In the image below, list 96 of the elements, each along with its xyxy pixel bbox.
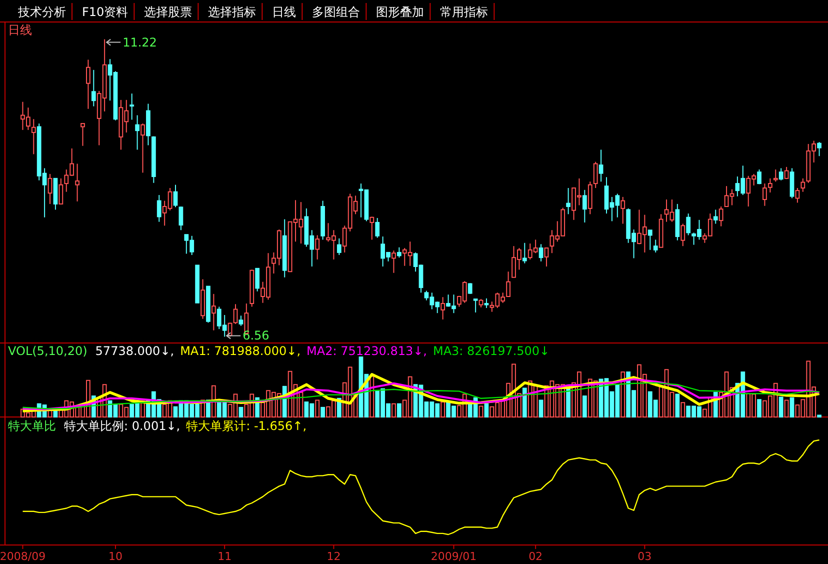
bar: [538, 400, 544, 418]
bar: [566, 387, 570, 418]
bar: [778, 396, 784, 418]
candlestick: [648, 230, 652, 250]
candlestick: [778, 168, 784, 181]
candlestick: [156, 194, 162, 222]
candlestick: [544, 247, 549, 267]
text: 特大单累计: -1.656↑,: [186, 419, 307, 433]
candlestick: [817, 142, 822, 157]
candlestick: [713, 209, 718, 224]
candlestick: [48, 173, 52, 204]
candlestick: [538, 244, 544, 262]
candlestick: [784, 166, 789, 180]
candlestick: [75, 163, 80, 202]
candlestick: [593, 161, 598, 188]
candlestick: [233, 304, 238, 324]
x-tick-label: 02: [528, 550, 543, 563]
bar: [620, 372, 626, 418]
text: F10资料: [82, 5, 128, 19]
candlestick: [522, 242, 527, 264]
text: MA1: 781988.000↓,: [180, 344, 301, 358]
x-tick-label: 03: [638, 550, 652, 563]
candlestick: [598, 149, 604, 182]
text: 选择指标: [208, 5, 256, 19]
candlestick: [588, 181, 592, 215]
candlestick: [58, 178, 64, 204]
candlestick: [336, 238, 342, 256]
x-tick-label: 11: [218, 550, 232, 563]
candlestick: [392, 250, 396, 274]
candlestick: [211, 293, 216, 331]
bar: [440, 402, 446, 418]
candlestick: [140, 123, 145, 174]
bar: [522, 388, 527, 418]
chart-title: VOL(5,10,20): [8, 344, 88, 358]
candlestick: [795, 188, 800, 204]
annotation: 11.22: [122, 35, 157, 50]
candlestick: [686, 213, 691, 236]
annotation: 6.56: [242, 328, 270, 343]
candlestick: [80, 123, 85, 146]
candlestick: [680, 223, 686, 247]
bar: [140, 402, 145, 418]
bar: [320, 406, 325, 418]
candlestick: [620, 196, 626, 224]
candlestick: [238, 315, 244, 326]
candlestick: [773, 168, 778, 182]
candlestick: [173, 184, 178, 208]
text: MA2: 751230.813↓,: [306, 344, 427, 358]
bar: [680, 402, 686, 418]
bar: [478, 406, 484, 418]
annotation: 57738.000↓,: [95, 344, 174, 358]
bar: [484, 403, 489, 418]
candlestick: [375, 217, 380, 238]
x-tick-label: 2009/01: [430, 550, 477, 563]
candlestick: [473, 298, 478, 313]
text: 技术分析: [17, 5, 66, 19]
bar: [757, 399, 762, 418]
x-tick-label: 10: [108, 550, 122, 563]
candlestick: [566, 188, 570, 215]
candlestick: [315, 234, 320, 260]
chart-title: 特大单比: [8, 419, 56, 433]
bar: [392, 403, 396, 418]
text: 特大单比例: 0.001↓,: [64, 419, 180, 433]
text: 选择股票: [144, 5, 192, 19]
candlestick: [370, 216, 374, 240]
bar: [582, 396, 587, 418]
bar: [396, 403, 402, 418]
text: MA3: 826197.500↓: [432, 344, 550, 358]
candlestick: [255, 268, 260, 292]
bar: [790, 397, 794, 418]
candlestick: [468, 282, 472, 294]
candlestick: [130, 93, 134, 120]
bar: [238, 406, 244, 418]
bar: [211, 385, 216, 418]
candlestick: [757, 168, 762, 185]
text: 图形叠加: [376, 5, 424, 19]
bar: [784, 400, 789, 418]
candlestick: [31, 118, 36, 155]
text: 多图组合: [312, 5, 360, 19]
bar: [675, 394, 680, 418]
text: 日线: [272, 5, 296, 19]
candlestick: [86, 59, 90, 110]
candlestick: [440, 296, 446, 320]
candlestick: [396, 246, 402, 258]
candlestick: [800, 178, 806, 192]
candlestick: [582, 189, 587, 223]
candlestick: [135, 114, 140, 150]
candlestick: [178, 206, 184, 231]
bar: [315, 400, 320, 418]
candlestick: [718, 206, 724, 227]
candlestick: [653, 239, 658, 253]
x-tick-label: 2008/09: [0, 550, 46, 563]
chart-title: 日线: [8, 23, 32, 37]
candlestick: [484, 298, 489, 308]
x-tick-label: 12: [326, 550, 341, 563]
candlestick: [91, 69, 96, 107]
text: 常用指标: [440, 5, 488, 19]
